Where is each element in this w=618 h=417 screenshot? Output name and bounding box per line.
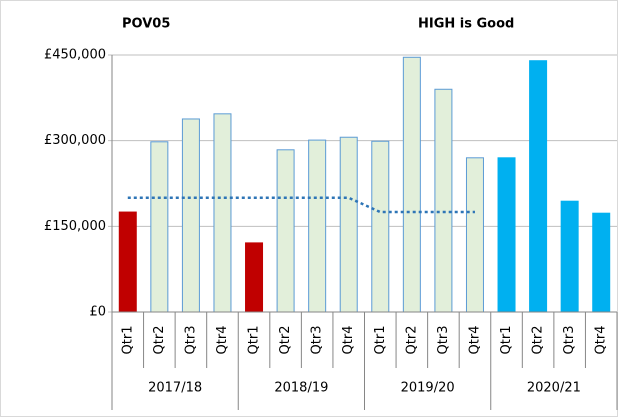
bar [213,113,232,313]
x-tick-label: Qtr1 [499,326,514,355]
annotation: HIGH is Good [418,17,514,32]
x-tick-label: Qtr1 [373,326,388,355]
bar [560,200,579,313]
bar [402,56,421,313]
bar [529,60,548,313]
group-label: 2020/21 [527,381,581,396]
x-tick-label: Qtr2 [531,326,546,355]
y-tick-label: £0 [89,305,106,320]
bar [245,242,264,313]
bar [150,141,169,313]
x-tick-label: Qtr4 [594,326,609,355]
x-tick-label: Qtr4 [215,326,230,355]
x-tick-label: Qtr2 [278,326,293,355]
group-label: 2019/20 [401,381,455,396]
x-tick-label: Qtr1 [120,326,135,355]
bar [465,157,484,313]
x-tick-label: Qtr2 [404,326,419,355]
x-tick-label: Qtr2 [152,326,167,355]
x-tick-label: Qtr4 [341,326,356,355]
group-label: 2018/19 [274,381,328,396]
y-tick-label: £450,000 [44,48,106,63]
bar [371,140,390,313]
bar [118,211,137,313]
x-tick-label: Qtr4 [467,326,482,355]
y-tick-label: £300,000 [44,133,106,148]
group-label: 2017/18 [148,381,202,396]
x-tick-label: Qtr3 [436,326,451,355]
bar [592,212,611,313]
bar [434,88,453,313]
x-tick-label: Qtr3 [183,326,198,355]
bar [339,136,358,313]
x-tick-label: Qtr3 [310,326,325,355]
bar [181,118,200,313]
bar [497,157,516,313]
chart-title: POV05 [122,17,170,32]
y-tick-label: £150,000 [44,219,106,234]
x-tick-label: Qtr3 [562,326,577,355]
bar [276,149,295,313]
bar [308,139,327,313]
x-tick-label: Qtr1 [247,326,262,355]
